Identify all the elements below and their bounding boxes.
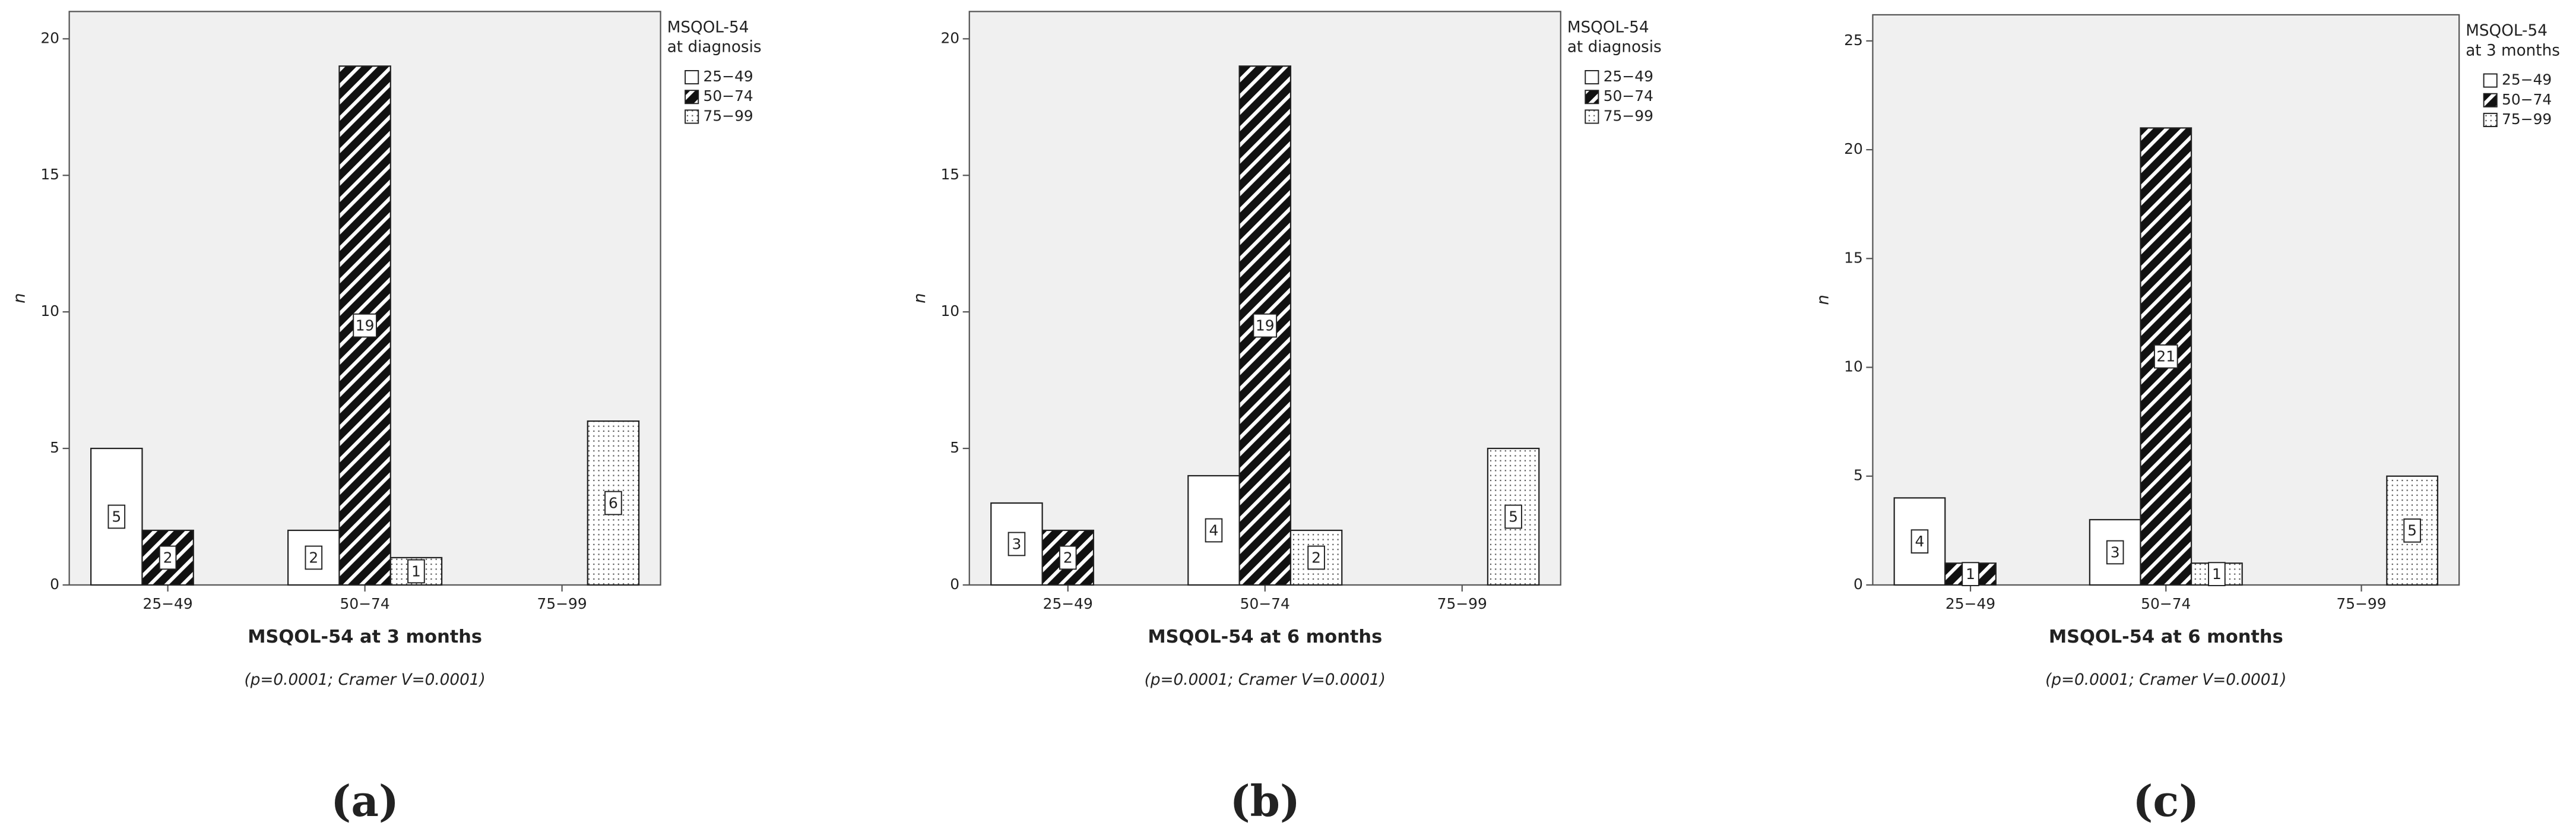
legend-label: 75−99 xyxy=(2502,110,2552,128)
x-tick-label: 25−49 xyxy=(1946,595,1995,612)
value-label-box xyxy=(1962,562,1979,586)
x-axis-label: MSQOL-54 at 3 months xyxy=(248,627,482,647)
y-tick-label: 20 xyxy=(40,29,59,46)
y-tick-label: 5 xyxy=(1853,467,1863,484)
x-tick-label: 50−74 xyxy=(1240,595,1290,612)
x-axis-label: MSQOL-54 at 6 months xyxy=(1148,627,1382,647)
legend-swatch xyxy=(2483,112,2498,128)
value-label-box xyxy=(1205,518,1223,543)
value-label-box xyxy=(2106,540,2124,565)
value-label-box xyxy=(1253,313,1278,338)
value-label: 2 xyxy=(309,549,318,566)
value-label: 5 xyxy=(1509,508,1518,525)
legend-label: 50−74 xyxy=(2502,91,2552,108)
value-label-box xyxy=(1504,504,1522,529)
y-tick-label: 15 xyxy=(40,166,59,183)
x-tick-label: 50−74 xyxy=(340,595,390,612)
legend-title: MSQOL-54 xyxy=(667,19,749,37)
value-label: 6 xyxy=(609,494,618,511)
legend-swatch xyxy=(2483,93,2498,107)
value-label: 2 xyxy=(163,549,173,566)
y-tick-label: 15 xyxy=(940,166,959,183)
x-tick-label: 25−49 xyxy=(143,595,193,612)
value-label: 4 xyxy=(1209,521,1219,539)
value-label: 2 xyxy=(1063,549,1073,566)
legend-swatch xyxy=(2483,73,2498,88)
value-label-box xyxy=(604,491,622,516)
value-label: 3 xyxy=(2111,543,2120,561)
value-label: 5 xyxy=(112,508,121,525)
y-tick-label: 25 xyxy=(1844,31,1863,49)
x-tick-label: 50−74 xyxy=(2141,595,2191,612)
y-axis-label: n xyxy=(910,293,929,303)
y-tick-label: 20 xyxy=(940,29,959,46)
y-tick-label: 0 xyxy=(50,575,59,593)
value-label-box xyxy=(407,559,425,584)
x-tick-label: 75−99 xyxy=(2336,595,2386,612)
value-label-box xyxy=(159,545,177,570)
value-label-box xyxy=(1007,532,1026,556)
y-tick-label: 10 xyxy=(1844,358,1863,375)
value-label-box xyxy=(2153,344,2178,369)
x-tick-label: 75−99 xyxy=(537,595,587,612)
legend-title: MSQOL-54 xyxy=(2466,22,2548,40)
x-axis-label: MSQOL-54 at 6 months xyxy=(2049,627,2283,647)
value-label-box xyxy=(2208,562,2226,586)
value-label-box xyxy=(107,504,126,529)
y-tick-label: 0 xyxy=(1853,575,1863,593)
subtitle: (p=0.0001; Cramer V=0.0001) xyxy=(244,671,485,689)
value-label: 1 xyxy=(411,562,421,580)
legend-label: 50−74 xyxy=(1604,87,1653,105)
value-label-box xyxy=(1910,529,1929,554)
value-label: 1 xyxy=(2212,565,2222,583)
y-tick-label: 10 xyxy=(40,302,59,320)
value-label: 4 xyxy=(1915,533,1925,550)
legend-label: 25−49 xyxy=(704,68,753,85)
legend-title: MSQOL-54 xyxy=(1567,19,1649,37)
y-tick-label: 5 xyxy=(950,439,959,456)
bar xyxy=(1893,497,1946,586)
legend-swatch xyxy=(685,90,699,105)
legend-label: 25−49 xyxy=(1604,68,1653,85)
subtitle: (p=0.0001; Cramer V=0.0001) xyxy=(2045,671,2286,689)
panel-label: (b) xyxy=(1230,776,1300,826)
y-tick-label: 5 xyxy=(50,439,59,456)
legend-label: 75−99 xyxy=(704,107,753,124)
y-tick-label: 20 xyxy=(1844,140,1863,157)
legend-label: 25−49 xyxy=(2502,71,2552,88)
value-label-box xyxy=(353,313,377,338)
value-label: 1 xyxy=(1966,565,1975,583)
value-label-box xyxy=(1059,545,1077,570)
x-tick-label: 25−49 xyxy=(1043,595,1093,612)
value-label: 21 xyxy=(2156,348,2175,365)
legend-label: 75−99 xyxy=(1604,107,1653,124)
y-tick-label: 10 xyxy=(940,302,959,320)
legend-swatch xyxy=(685,109,699,124)
legend-label: 50−74 xyxy=(704,87,753,105)
value-label-box xyxy=(305,545,323,570)
value-label: 5 xyxy=(2407,522,2417,539)
legend-swatch xyxy=(1585,90,1599,105)
value-label: 3 xyxy=(1012,535,1022,552)
legend-swatch xyxy=(1585,109,1599,124)
legend-title: at diagnosis xyxy=(1567,39,1662,56)
y-axis-label: n xyxy=(1813,295,1832,305)
y-tick-label: 0 xyxy=(950,575,959,593)
legend-title: at 3 months xyxy=(2466,42,2560,59)
value-label-box xyxy=(1307,545,1325,570)
legend-swatch xyxy=(1585,69,1599,85)
value-label: 19 xyxy=(356,317,375,334)
subtitle: (p=0.0001; Cramer V=0.0001) xyxy=(1145,671,1386,689)
panel-label: (c) xyxy=(2133,776,2199,826)
value-label: 2 xyxy=(1311,549,1321,566)
legend-swatch xyxy=(685,69,699,85)
y-tick-label: 15 xyxy=(1844,249,1863,266)
value-label: 19 xyxy=(1256,317,1275,334)
value-label-box xyxy=(2403,518,2421,543)
x-tick-label: 75−99 xyxy=(1437,595,1487,612)
panel-label: (a) xyxy=(331,776,399,826)
legend-title: at diagnosis xyxy=(667,39,762,56)
y-axis-label: n xyxy=(9,293,29,303)
